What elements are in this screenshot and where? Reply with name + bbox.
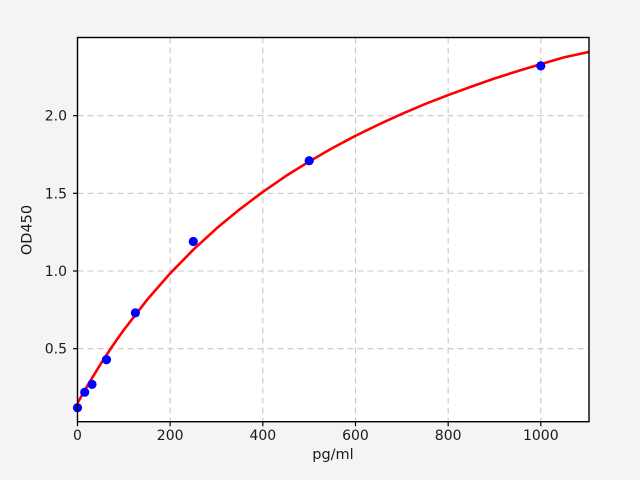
- y-tick-label: 1.5: [45, 186, 67, 202]
- data-point: [536, 61, 546, 71]
- data-point: [188, 236, 198, 247]
- fit-curve-line: [77, 50, 589, 405]
- y-tick-label: 0.5: [45, 342, 67, 358]
- x-tick-label: 200: [157, 428, 184, 444]
- y-tick-label: 2.0: [45, 109, 67, 125]
- data-point: [80, 387, 90, 397]
- x-tick-label: 600: [342, 428, 369, 444]
- x-tick-label: 400: [249, 428, 276, 444]
- data-point: [87, 379, 97, 389]
- x-axis-label: pg/ml: [312, 447, 354, 463]
- y-axis-label: OD450: [19, 204, 36, 256]
- y-axis-ticks: 0.5 1.0 1.5 2.0: [45, 109, 78, 358]
- data-point: [101, 355, 112, 365]
- plot-border: [76, 36, 590, 423]
- x-axis-ticks: 0 200 400 600 800 1000: [73, 421, 559, 444]
- plot-area: [77, 37, 589, 422]
- x-tick-label: 800: [435, 428, 462, 444]
- x-tick-label: 0: [73, 428, 82, 444]
- data-point: [304, 156, 314, 166]
- data-point: [130, 308, 140, 318]
- y-tick-label: 1.0: [45, 264, 67, 280]
- x-tick-label: 1000: [523, 428, 559, 444]
- data-points: [72, 61, 546, 413]
- grid-lines: [77, 37, 589, 422]
